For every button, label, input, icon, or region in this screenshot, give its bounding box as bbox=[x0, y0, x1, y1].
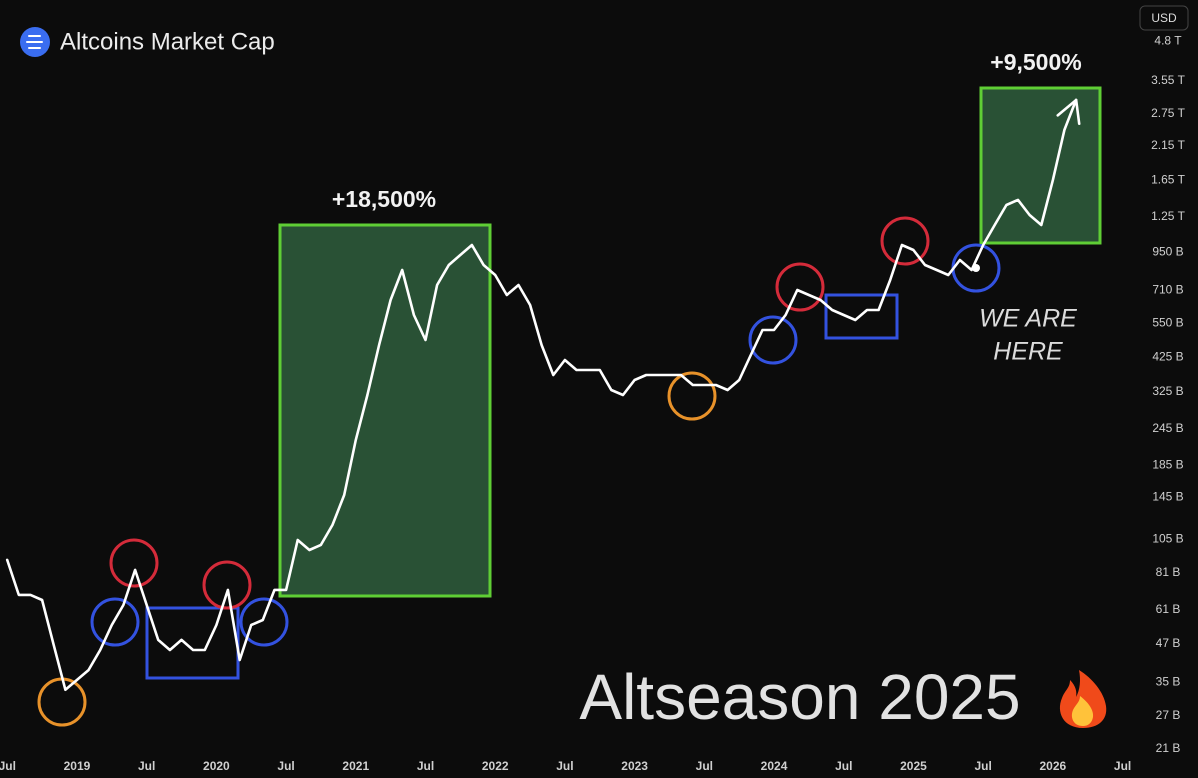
y-tick-label: 325 B bbox=[1152, 384, 1183, 398]
y-tick-label: 21 B bbox=[1156, 741, 1181, 755]
gain-box bbox=[278, 223, 492, 598]
chart-title: Altcoins Market Cap bbox=[60, 28, 275, 55]
y-tick-label: 35 B bbox=[1156, 674, 1181, 688]
currency-label: USD bbox=[1151, 11, 1177, 25]
x-tick-label: 2023 bbox=[621, 759, 648, 773]
y-tick-label: 2.75 T bbox=[1151, 106, 1185, 120]
circle-marker bbox=[239, 597, 289, 647]
circle-marker bbox=[90, 597, 140, 647]
logo-icon bbox=[26, 35, 43, 49]
gain-label: +18,500% bbox=[332, 186, 436, 212]
flame-inner bbox=[1071, 696, 1094, 726]
y-tick-label: 81 B bbox=[1156, 565, 1181, 579]
y-tick-label: 1.65 T bbox=[1151, 173, 1185, 187]
x-tick-label: 2024 bbox=[761, 759, 788, 773]
x-tick-label: Jul bbox=[277, 759, 294, 773]
current-dot bbox=[972, 264, 980, 272]
circle-marker bbox=[880, 216, 930, 266]
logo-lines bbox=[26, 35, 43, 49]
y-tick-label: 425 B bbox=[1152, 349, 1183, 363]
y-tick-label: 145 B bbox=[1152, 489, 1183, 503]
y-tick-label: 1.25 T bbox=[1151, 209, 1185, 223]
y-tick-label: 105 B bbox=[1152, 531, 1183, 545]
x-tick-label: Jul bbox=[1114, 759, 1131, 773]
circle-marker bbox=[202, 560, 252, 610]
price-line bbox=[5, 98, 1078, 692]
y-tick-label: 185 B bbox=[1152, 458, 1183, 472]
note-label: WE ARE bbox=[979, 305, 1077, 333]
plot bbox=[5, 98, 1081, 692]
x-tick-label: 2019 bbox=[64, 759, 91, 773]
circle-marker bbox=[667, 371, 717, 421]
y-tick-label: 710 B bbox=[1152, 282, 1183, 296]
flame-icon bbox=[1059, 670, 1107, 728]
x-tick-label: 2025 bbox=[900, 759, 927, 773]
arrow-head bbox=[1056, 98, 1081, 126]
circle-marker bbox=[109, 538, 159, 588]
x-tick-label: Jul bbox=[556, 759, 573, 773]
circle-marker bbox=[775, 262, 825, 312]
x-tick-label: Jul bbox=[0, 759, 16, 773]
headline: Altseason 2025 bbox=[579, 661, 1020, 733]
note-label: HERE bbox=[993, 338, 1063, 366]
gain-box bbox=[979, 86, 1102, 245]
x-tick-label: 2021 bbox=[342, 759, 369, 773]
circle-marker bbox=[748, 315, 798, 365]
range-box bbox=[824, 293, 899, 340]
y-tick-label: 47 B bbox=[1156, 636, 1181, 650]
x-tick-label: Jul bbox=[696, 759, 713, 773]
y-tick-label: 245 B bbox=[1152, 421, 1183, 435]
gain-label: +9,500% bbox=[990, 49, 1081, 75]
y-tick-label: 550 B bbox=[1152, 316, 1183, 330]
x-tick-label: Jul bbox=[417, 759, 434, 773]
y-tick-label: 3.55 T bbox=[1151, 73, 1185, 87]
markers bbox=[37, 216, 1001, 727]
x-tick-label: Jul bbox=[835, 759, 852, 773]
y-tick-label: 61 B bbox=[1156, 602, 1181, 616]
x-tick-label: 2026 bbox=[1040, 759, 1067, 773]
y-tick-label: 950 B bbox=[1152, 245, 1183, 259]
y-tick-label: 2.15 T bbox=[1151, 138, 1185, 152]
x-tick-label: Jul bbox=[138, 759, 155, 773]
x-tick-label: 2020 bbox=[203, 759, 230, 773]
x-tick-label: Jul bbox=[974, 759, 991, 773]
x-tick-label: 2022 bbox=[482, 759, 509, 773]
currency-box bbox=[1139, 5, 1189, 31]
y-tick-label: 27 B bbox=[1156, 708, 1181, 722]
y-tick-label: 4.8 T bbox=[1154, 34, 1182, 48]
